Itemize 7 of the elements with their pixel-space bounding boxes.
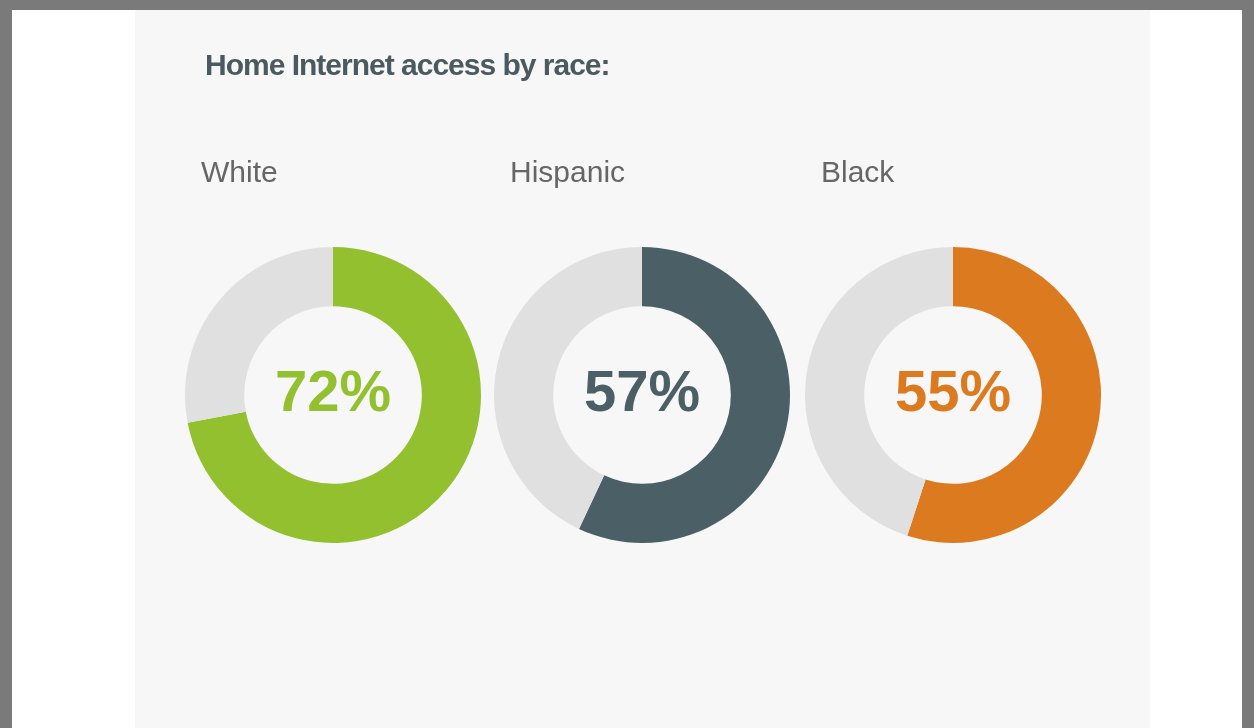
text: 57% (583, 358, 701, 423)
chart-title: Hispanic (509, 155, 627, 190)
chart-title: Black (820, 155, 896, 190)
chart-title: White (200, 155, 279, 190)
text: 72% (274, 358, 392, 423)
text: 55% (894, 358, 1012, 423)
text: Home Internet access by race: (205, 48, 610, 82)
